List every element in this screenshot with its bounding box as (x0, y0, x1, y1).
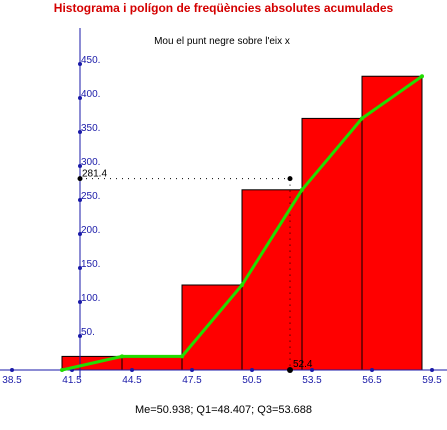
x-tick-mark (130, 368, 134, 372)
histogram-bar-6 (361, 75, 423, 371)
chart-subtitle: Mou el punt negre sobre l'eix x (154, 36, 290, 47)
chart-title: Histograma i polígon de freqüències abso… (53, 1, 394, 15)
y-tick-label: 150. (81, 259, 100, 270)
x-tick-mark (430, 368, 434, 372)
histogram-bar-4 (241, 189, 303, 371)
draggable-x-point[interactable] (287, 367, 293, 373)
histogram-bar-2 (121, 355, 183, 371)
x-tick-mark (310, 368, 314, 372)
x-tick-mark (370, 368, 374, 372)
y-tick-label: 350. (81, 123, 100, 134)
y-tick-mark (78, 130, 82, 134)
y-tick-mark (78, 198, 82, 202)
polygon-point (360, 116, 364, 121)
polygon-point (60, 368, 64, 372)
polygon-point (420, 74, 424, 79)
polygon-point (300, 187, 304, 192)
y-tick-label: 250. (81, 191, 100, 202)
y-tick-mark (78, 96, 82, 100)
x-tick-label: 47.5 (182, 375, 202, 386)
x-tick-label: 59.5 (422, 375, 442, 386)
y-tick-label: 100. (81, 293, 100, 304)
y-tick-mark (78, 334, 82, 338)
polygon-point (180, 354, 184, 359)
y-tick-mark (78, 232, 82, 236)
y-tick-mark (78, 300, 82, 304)
x-tick-label: 56.5 (362, 375, 382, 386)
x-tick-label: 50.5 (242, 375, 262, 386)
y-tick-mark (78, 266, 82, 270)
polygon-point (240, 283, 244, 287)
marker-y-point (77, 176, 83, 182)
y-tick-label: 200. (81, 225, 100, 236)
x-tick-label: 38.5 (2, 375, 22, 386)
marker-x-value: 52.4 (293, 359, 313, 370)
polygon-point (120, 354, 124, 359)
y-tick-label: 400. (81, 89, 100, 100)
x-tick-label: 44.5 (122, 375, 142, 386)
y-tick-label: 50. (81, 327, 95, 338)
marker-point (287, 176, 293, 182)
x-tick-label: 41.5 (62, 375, 82, 386)
x-tick-mark (250, 368, 254, 372)
x-tick-mark (10, 368, 14, 372)
y-tick-label: 300. (81, 157, 100, 168)
y-tick-mark (78, 164, 82, 168)
y-tick-label: 450. (81, 55, 100, 66)
x-tick-mark (190, 368, 194, 372)
x-tick-label: 53.5 (302, 375, 322, 386)
marker-y-value: 281.4 (82, 169, 107, 180)
y-tick-mark (78, 62, 82, 66)
stats-summary: Me=50.938; Q1=48.407; Q3=53.688 (134, 404, 313, 416)
